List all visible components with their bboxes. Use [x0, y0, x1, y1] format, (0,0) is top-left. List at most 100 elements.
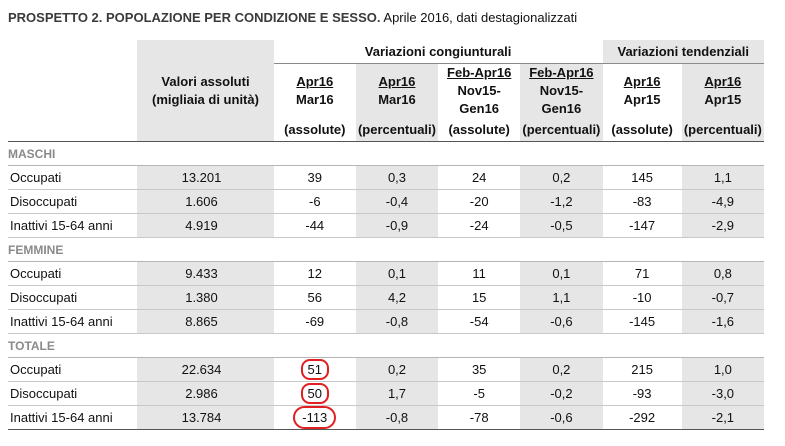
cell: 0,2 — [355, 357, 439, 382]
cell-highlighted: 50 — [273, 381, 356, 406]
cell: 12 — [273, 261, 356, 286]
cell: -0,7 — [681, 285, 764, 310]
cell: 1,7 — [355, 381, 439, 406]
cell: -0,9 — [355, 213, 439, 238]
cell: -0,4 — [355, 189, 439, 214]
cell-valore: 4.919 — [137, 213, 274, 238]
table-row: Occupati 13.201 39 0,3 24 0,2 145 1,1 — [8, 165, 764, 190]
cell: -0,2 — [520, 381, 603, 406]
row-label: Occupati — [8, 261, 138, 286]
header-col-1: Apr16 Mar16 — [295, 74, 334, 107]
cell: 1,0 — [681, 357, 764, 382]
table-row: Inattivi 15-64 anni 13.784 -113 -0,8 -78… — [8, 405, 764, 430]
cell: 0,2 — [520, 165, 603, 190]
cell: 39 — [273, 165, 356, 190]
cell: 56 — [273, 285, 356, 310]
group-tendenziali: Variazioni tendenziali — [602, 40, 764, 64]
cell: -2,9 — [681, 213, 764, 238]
table-row: Occupati 22.634 51 0,2 35 0,2 215 1,0 — [8, 357, 764, 382]
cell: -1,6 — [681, 309, 764, 334]
table-title: PROSPETTO 2. POPOLAZIONE PER CONDIZIONE … — [8, 10, 577, 25]
row-label: Occupati — [8, 165, 138, 190]
header-unit-row: (assolute) (percentuali) (assolute) (per… — [8, 118, 764, 142]
cell: -20 — [438, 189, 521, 214]
cell: 215 — [602, 357, 682, 382]
cell: 24 — [438, 165, 521, 190]
unit-col-3: (assolute) — [438, 118, 521, 142]
cell: -93 — [602, 381, 682, 406]
cell: -69 — [273, 309, 356, 334]
cell: 11 — [438, 261, 521, 286]
header-group-row: Variazioni congiunturali Variazioni tend… — [8, 40, 764, 64]
cell: -2,1 — [681, 405, 764, 430]
title-bold: PROSPETTO 2. POPOLAZIONE PER CONDIZIONE … — [8, 10, 381, 25]
table-row: Occupati 9.433 12 0,1 11 0,1 71 0,8 — [8, 261, 764, 286]
highlight-circle: 51 — [300, 359, 329, 380]
section-header: TOTALE — [8, 333, 764, 358]
cell-valore: 22.634 — [137, 357, 274, 382]
cell-highlighted: 51 — [273, 357, 356, 382]
unit-col-5: (assolute) — [602, 118, 682, 142]
table-row: Disoccupati 1.606 -6 -0,4 -20 -1,2 -83 -… — [8, 189, 764, 214]
cell: 0,3 — [355, 165, 439, 190]
unit-col-2: (percentuali) — [355, 118, 439, 142]
cell: -10 — [602, 285, 682, 310]
cell: -83 — [602, 189, 682, 214]
section-header: FEMMINE — [8, 237, 764, 262]
unit-col-1: (assolute) — [273, 118, 356, 142]
table-row: Inattivi 15-64 anni 4.919 -44 -0,9 -24 -… — [8, 213, 764, 238]
cell-valore: 1.606 — [137, 189, 274, 214]
cell: -6 — [273, 189, 356, 214]
cell: 71 — [602, 261, 682, 286]
table-row: Inattivi 15-64 anni 8.865 -69 -0,8 -54 -… — [8, 309, 764, 334]
header-valori-assoluti: Valori assoluti (migliaia di unità) — [137, 63, 274, 118]
cell: -44 — [273, 213, 356, 238]
header-col-5: Apr16 Apr15 — [623, 74, 661, 107]
cell: -0,6 — [520, 405, 603, 430]
cell: -147 — [602, 213, 682, 238]
cell: -145 — [602, 309, 682, 334]
cell-valore: 13.201 — [137, 165, 274, 190]
cell: 145 — [602, 165, 682, 190]
highlight-circle: -113 — [293, 406, 337, 429]
section-header: MASCHI — [8, 141, 764, 166]
cell: -0,8 — [355, 309, 439, 334]
header-period-row: Valori assoluti (migliaia di unità) Apr1… — [8, 63, 764, 118]
title-subtitle: Aprile 2016, dati destagionalizzati — [383, 10, 578, 25]
cell: -292 — [602, 405, 682, 430]
cell: 15 — [438, 285, 521, 310]
cell: 35 — [438, 357, 521, 382]
header-col-4: Feb-Apr16 Nov15-Gen16 — [520, 63, 603, 118]
cell-valore: 13.784 — [137, 405, 274, 430]
header-col-3: Feb-Apr16 Nov15-Gen16 — [447, 65, 512, 116]
unit-col-6: (percentuali) — [681, 118, 764, 142]
header-col-6: Apr16 Apr15 — [681, 63, 764, 118]
cell: -0,5 — [520, 213, 603, 238]
cell: 0,1 — [520, 261, 603, 286]
row-label: Inattivi 15-64 anni — [8, 213, 138, 238]
cell-highlighted: -113 — [273, 405, 356, 430]
cell: -0,6 — [520, 309, 603, 334]
cell: -3,0 — [681, 381, 764, 406]
highlight-circle: 50 — [300, 383, 329, 404]
cell: -1,2 — [520, 189, 603, 214]
cell: -5 — [438, 381, 521, 406]
cell: 4,2 — [355, 285, 439, 310]
header-col-2: Apr16 Mar16 — [355, 63, 439, 118]
cell: -4,9 — [681, 189, 764, 214]
cell: 0,2 — [520, 357, 603, 382]
row-label: Disoccupati — [8, 189, 138, 214]
cell: 0,1 — [355, 261, 439, 286]
row-label: Inattivi 15-64 anni — [8, 309, 138, 334]
cell-valore: 1.380 — [137, 285, 274, 310]
row-label: Occupati — [8, 357, 138, 382]
table-row: Disoccupati 2.986 50 1,7 -5 -0,2 -93 -3,… — [8, 381, 764, 406]
cell: 0,8 — [681, 261, 764, 286]
cell: -54 — [438, 309, 521, 334]
cell-valore: 2.986 — [137, 381, 274, 406]
table-row: Disoccupati 1.380 56 4,2 15 1,1 -10 -0,7 — [8, 285, 764, 310]
row-label: Disoccupati — [8, 285, 138, 310]
cell: -24 — [438, 213, 521, 238]
cell-valore: 9.433 — [137, 261, 274, 286]
cell: 1,1 — [681, 165, 764, 190]
